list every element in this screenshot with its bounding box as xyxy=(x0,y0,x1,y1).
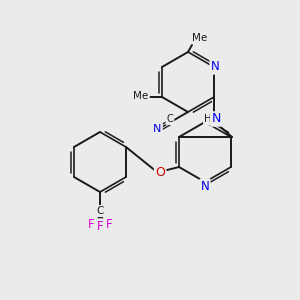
Text: F: F xyxy=(106,218,112,231)
Text: F: F xyxy=(97,220,103,232)
Text: Me: Me xyxy=(192,33,208,43)
Text: F: F xyxy=(88,218,94,231)
Text: C: C xyxy=(167,114,173,124)
Text: N: N xyxy=(153,124,162,134)
Text: N: N xyxy=(211,61,219,74)
Text: O: O xyxy=(155,166,165,178)
Text: C: C xyxy=(96,206,104,216)
Text: Me: Me xyxy=(134,91,148,101)
Text: N: N xyxy=(201,179,209,193)
Text: H: H xyxy=(204,114,212,124)
Text: N: N xyxy=(211,112,221,125)
